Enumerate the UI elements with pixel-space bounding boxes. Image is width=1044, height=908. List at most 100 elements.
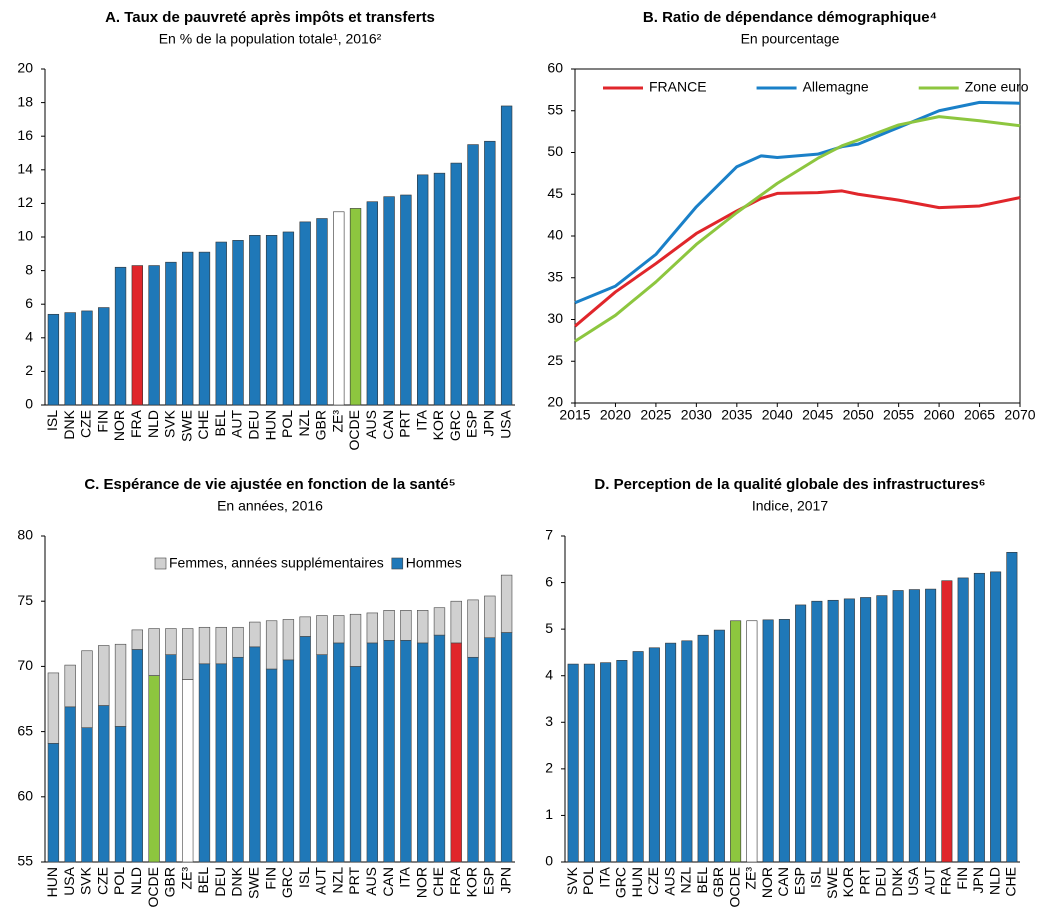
bar-segment [333,642,345,863]
x-tick-label: POL [279,410,295,438]
x-tick-label: BEL [212,410,228,437]
x-tick-label: CAN [775,867,791,897]
bar [249,235,261,406]
bar [383,196,395,406]
bar [957,577,969,863]
bar [616,660,628,863]
x-tick-label: KOR [464,867,480,897]
bar [114,266,127,406]
bar-segment [198,626,211,665]
bar [215,241,227,406]
x-tick-label: ZE³ [329,410,345,433]
y-tick-label: 6 [545,573,553,589]
x-tick-label: PRT [856,867,872,895]
bar-segment [98,705,110,863]
x-tick-label: JPN [481,410,497,436]
y-tick-label: 14 [17,161,33,177]
series-line [574,100,1021,305]
x-tick-label: BEL [195,867,211,894]
x-tick-label: ESP [464,410,480,438]
chart-subtitle: En années, 2016 [217,498,323,514]
x-tick-label: AUT [313,867,329,895]
x-tick-label: 2050 [843,407,874,423]
bar-segment [417,610,429,644]
x-tick-label: SWE [178,410,194,442]
x-tick-label: OCDE [726,867,742,907]
bar [433,172,446,406]
x-tick-label: JPN [497,867,513,893]
x-tick-label: FRA [938,866,954,895]
bar-segment [316,654,328,863]
y-tick-label: 40 [547,227,563,243]
y-tick-label: 12 [17,194,33,210]
bar [697,634,709,863]
bar [925,588,937,863]
bar-segment [383,640,395,863]
bar-segment [131,629,143,650]
x-tick-label: CZE [78,410,94,438]
y-tick-label: 2 [545,760,553,776]
bar-segment [383,610,395,641]
bar-segment [64,664,76,708]
bar [908,589,920,863]
bar [843,598,855,863]
bar [417,174,429,406]
x-tick-label: ITA [596,866,612,887]
x-tick-label: PRT [346,867,362,895]
x-tick-label: AUS [363,410,379,439]
y-tick-label: 18 [17,93,33,109]
bar [64,312,76,406]
x-tick-label: CZE [645,867,661,895]
bar [366,201,378,406]
x-tick-label: GBR [162,867,178,897]
bar [941,580,953,863]
y-tick-label: 5 [545,620,553,636]
bar [730,620,742,863]
bar [131,265,143,406]
chart-subtitle: En pourcentage [741,31,840,47]
x-tick-label: PRT [397,410,413,438]
bar-segment [333,615,345,644]
x-tick-label: NLD [986,867,1002,895]
x-tick-label: NZL [678,867,694,894]
x-tick-label: USA [905,866,921,895]
x-tick-label: NLD [145,410,161,438]
bar [681,640,693,863]
bar-segment [114,643,127,727]
x-tick-label: NOR [759,867,775,898]
x-tick-label: CAN [380,410,396,440]
bar-segment [81,650,93,728]
x-tick-label: CZE [94,867,110,895]
bar-segment [198,663,211,863]
x-tick-label: FRA [128,409,144,438]
y-tick-label: 10 [17,228,33,244]
bar-segment [249,621,261,648]
bar-segment [282,619,295,661]
y-tick-label: 3 [545,713,553,729]
x-tick-label: GRC [613,867,629,898]
x-tick-label: DNK [889,866,905,896]
y-tick-label: 16 [17,127,33,143]
bar-segment [265,620,278,670]
bar [1006,551,1018,863]
x-tick-label: SWE [246,867,262,899]
x-tick-label: ITA [413,409,429,430]
x-tick-label: GBR [710,867,726,897]
bar [973,572,985,863]
bar-segment [467,599,479,658]
bar-segment [64,706,76,863]
x-tick-label: CHE [430,867,446,897]
x-tick-label: HUN [629,867,645,897]
bar [182,251,194,406]
bar [282,231,295,406]
x-tick-label: 2030 [681,407,712,423]
y-tick-label: 50 [547,143,563,159]
bar-segment [484,637,496,863]
bar-segment [316,615,328,655]
bar [567,663,579,863]
y-tick-label: 8 [25,261,33,277]
bar [349,208,362,406]
bar-segment [131,649,143,863]
bar [98,307,110,406]
bar-segment [182,628,194,680]
